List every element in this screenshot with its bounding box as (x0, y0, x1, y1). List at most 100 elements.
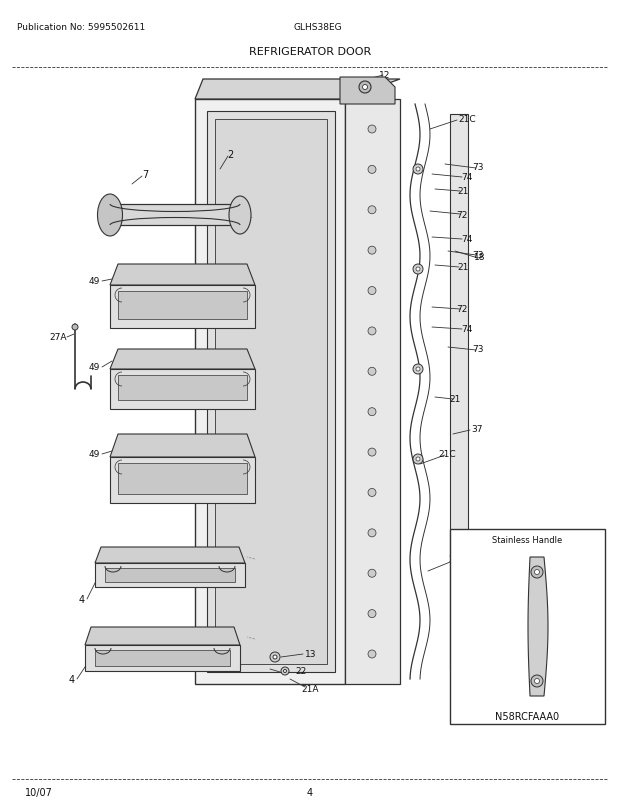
Text: 18: 18 (474, 253, 485, 262)
Circle shape (416, 268, 420, 272)
Text: 15: 15 (374, 95, 386, 104)
Circle shape (368, 650, 376, 658)
Text: 74: 74 (461, 325, 472, 334)
Text: 80: 80 (467, 558, 477, 567)
Circle shape (413, 455, 423, 464)
Polygon shape (105, 205, 245, 225)
Bar (110, 457, 255, 504)
Circle shape (368, 327, 376, 335)
Bar (110, 286, 255, 329)
Ellipse shape (97, 195, 123, 237)
Circle shape (368, 126, 376, 134)
Text: 18: 18 (472, 633, 484, 642)
Circle shape (368, 287, 376, 295)
Polygon shape (110, 435, 255, 457)
Circle shape (413, 365, 423, 375)
Text: 21C: 21C (438, 450, 456, 459)
Text: Stainless Handle: Stainless Handle (492, 536, 562, 545)
Circle shape (368, 166, 376, 174)
Text: 74: 74 (461, 173, 472, 182)
Circle shape (368, 368, 376, 376)
Bar (95, 650, 230, 666)
Circle shape (368, 247, 376, 255)
Text: 73: 73 (472, 345, 484, 354)
Circle shape (72, 325, 78, 330)
Text: 79: 79 (582, 558, 592, 567)
Text: 21: 21 (450, 395, 461, 404)
Text: 80: 80 (467, 687, 477, 695)
Circle shape (359, 82, 371, 94)
Text: 72: 72 (456, 305, 467, 314)
Polygon shape (95, 547, 245, 563)
Text: 2: 2 (227, 150, 233, 160)
Ellipse shape (229, 196, 251, 235)
Text: 21: 21 (458, 263, 469, 272)
Text: 27A: 27A (50, 333, 67, 342)
Text: 4: 4 (79, 594, 85, 604)
Text: N58RCFAAA0: N58RCFAAA0 (495, 711, 559, 721)
Bar (450, 115, 468, 669)
Circle shape (273, 655, 277, 659)
Bar (118, 375, 247, 400)
Bar (105, 569, 235, 582)
Bar (110, 370, 255, 410)
Polygon shape (110, 265, 255, 286)
Text: 22: 22 (295, 666, 306, 675)
Text: 22B: 22B (365, 79, 383, 87)
Circle shape (416, 168, 420, 172)
Circle shape (413, 164, 423, 175)
Circle shape (368, 448, 376, 456)
Text: REFRIGERATOR DOOR: REFRIGERATOR DOOR (249, 47, 371, 57)
Text: 12: 12 (379, 71, 391, 79)
Circle shape (416, 457, 420, 461)
Bar (95, 563, 245, 587)
Polygon shape (110, 350, 255, 370)
Bar (345, 100, 400, 684)
Circle shape (368, 408, 376, 416)
Text: 21: 21 (458, 187, 469, 196)
Circle shape (531, 675, 543, 687)
Text: 7: 7 (142, 170, 148, 180)
Text: 13: 13 (305, 650, 316, 658)
Text: 10/07: 10/07 (25, 787, 53, 797)
Bar (207, 111, 335, 672)
Circle shape (368, 610, 376, 618)
Text: 49: 49 (89, 277, 100, 286)
Text: 37: 37 (471, 425, 483, 434)
Text: 21A: 21A (301, 685, 319, 694)
Text: 21C: 21C (448, 555, 466, 564)
Bar (195, 100, 345, 684)
Bar (118, 292, 247, 320)
Circle shape (416, 367, 420, 371)
Text: 79: 79 (582, 687, 592, 695)
Circle shape (368, 569, 376, 577)
Circle shape (368, 529, 376, 537)
Circle shape (413, 265, 423, 274)
Bar (85, 645, 240, 671)
Text: 72: 72 (456, 210, 467, 219)
Circle shape (363, 85, 368, 91)
Circle shape (534, 569, 539, 575)
Text: GLHS38EG: GLHS38EG (294, 23, 342, 32)
Text: Publication No: 5995502611: Publication No: 5995502611 (17, 23, 145, 32)
Text: eReplacementParts.com: eReplacementParts.com (223, 423, 366, 436)
Bar (118, 464, 247, 494)
Circle shape (270, 652, 280, 662)
Bar (215, 119, 327, 664)
Polygon shape (85, 627, 240, 645)
Text: 74: 74 (461, 235, 472, 244)
Text: 4: 4 (69, 674, 75, 684)
Polygon shape (195, 80, 400, 100)
Polygon shape (340, 78, 395, 105)
Polygon shape (528, 557, 548, 696)
Text: 73: 73 (472, 250, 484, 259)
Text: 21C: 21C (458, 115, 476, 124)
Circle shape (368, 206, 376, 214)
Circle shape (534, 678, 539, 683)
Text: 49: 49 (89, 363, 100, 372)
Circle shape (281, 667, 289, 675)
Bar (450, 529, 605, 724)
Text: 49: 49 (89, 450, 100, 459)
Text: 4: 4 (307, 787, 313, 797)
Circle shape (368, 489, 376, 497)
